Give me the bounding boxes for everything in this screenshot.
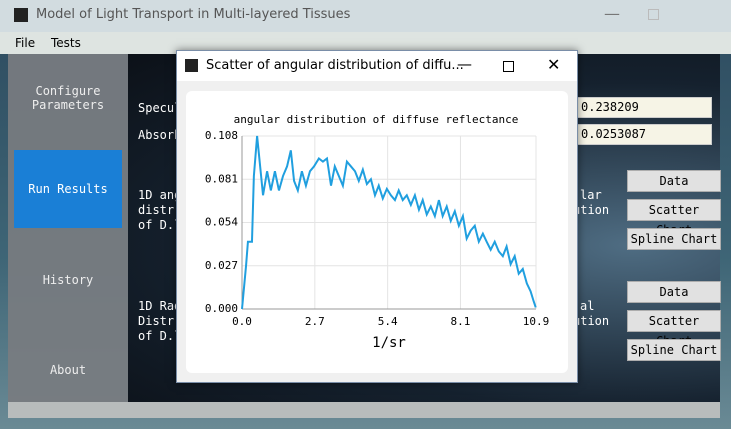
section-label: al — [580, 299, 595, 313]
x-tick-label: 0.0 — [232, 315, 252, 328]
status-bar — [8, 402, 720, 418]
button[interactable]: Data — [627, 281, 721, 303]
section-label: 1D Rad — [138, 299, 182, 313]
field-label: Absorb — [138, 128, 182, 142]
x-tick-label: 5.4 — [378, 315, 398, 328]
x-tick-label: 10.9 — [523, 315, 550, 328]
dialog-title-bar: Scatter of angular distribution of diffu… — [177, 51, 577, 81]
button[interactable]: Data — [627, 170, 721, 192]
x-axis-label: 1/sr — [372, 335, 406, 351]
chart-panel: angular distribution of diffuse reflecta… — [186, 91, 568, 373]
line-series — [241, 135, 537, 310]
section-label: of D.l — [138, 218, 182, 232]
button[interactable]: Spline Chart — [627, 339, 721, 361]
maximize[interactable] — [648, 9, 659, 20]
section-label: Distr — [138, 314, 175, 328]
app-icon — [14, 8, 28, 22]
title-bar: Model of Light Transport in Multi-layere… — [0, 0, 731, 32]
field-label: Specul — [138, 101, 182, 115]
menu-item[interactable]: Tests — [51, 36, 81, 50]
menu-item[interactable]: File — [15, 36, 36, 50]
y-tick-label: 0.108 — [205, 129, 238, 142]
y-tick-label: 0.000 — [205, 302, 238, 315]
section-label: ution — [573, 314, 610, 328]
menu-bar: File Tests — [0, 32, 731, 54]
x-tick-label: 8.1 — [451, 315, 471, 328]
button[interactable]: Spline Chart — [627, 228, 721, 250]
section-label: lar — [580, 188, 602, 202]
sidebar: Configure Parameters Run Results History… — [8, 54, 128, 402]
minimize[interactable]: — — [604, 4, 620, 23]
dialog-icon — [185, 59, 198, 72]
chart: angular distribution of diffuse reflecta… — [205, 113, 550, 351]
nav-item[interactable]: Configure Parameters — [31, 84, 105, 112]
close[interactable]: ✕ — [547, 55, 561, 74]
section-label: 1D ang — [138, 188, 182, 202]
minimize[interactable]: — — [457, 55, 472, 73]
nav-item[interactable]: About — [49, 363, 87, 377]
x-tick-label: 2.7 — [305, 315, 325, 328]
y-tick-label: 0.054 — [205, 216, 238, 229]
window-title: Model of Light Transport in Multi-layere… — [36, 7, 351, 22]
nav-item[interactable]: History — [42, 273, 94, 287]
dialog-title: Scatter of angular distribution of diffu… — [206, 58, 464, 73]
y-tick-label: 0.081 — [205, 172, 238, 185]
section-label: of D.l — [138, 329, 182, 343]
y-tick-label: 0.027 — [205, 259, 238, 272]
maximize[interactable] — [503, 61, 514, 72]
field-value[interactable]: 0.0253087 — [577, 124, 712, 145]
chart-title: angular distribution of diffuse reflecta… — [234, 113, 519, 126]
section-label: ution — [573, 203, 610, 217]
field-value[interactable]: 0.238209 — [577, 97, 712, 118]
button[interactable]: Scatter Chart — [627, 310, 721, 348]
section-label: distr — [138, 203, 175, 217]
nav-item-selected[interactable]: Run Results — [14, 150, 122, 228]
button[interactable]: Scatter Chart — [627, 199, 721, 237]
dialog: Scatter of angular distribution of diffu… — [176, 50, 578, 383]
